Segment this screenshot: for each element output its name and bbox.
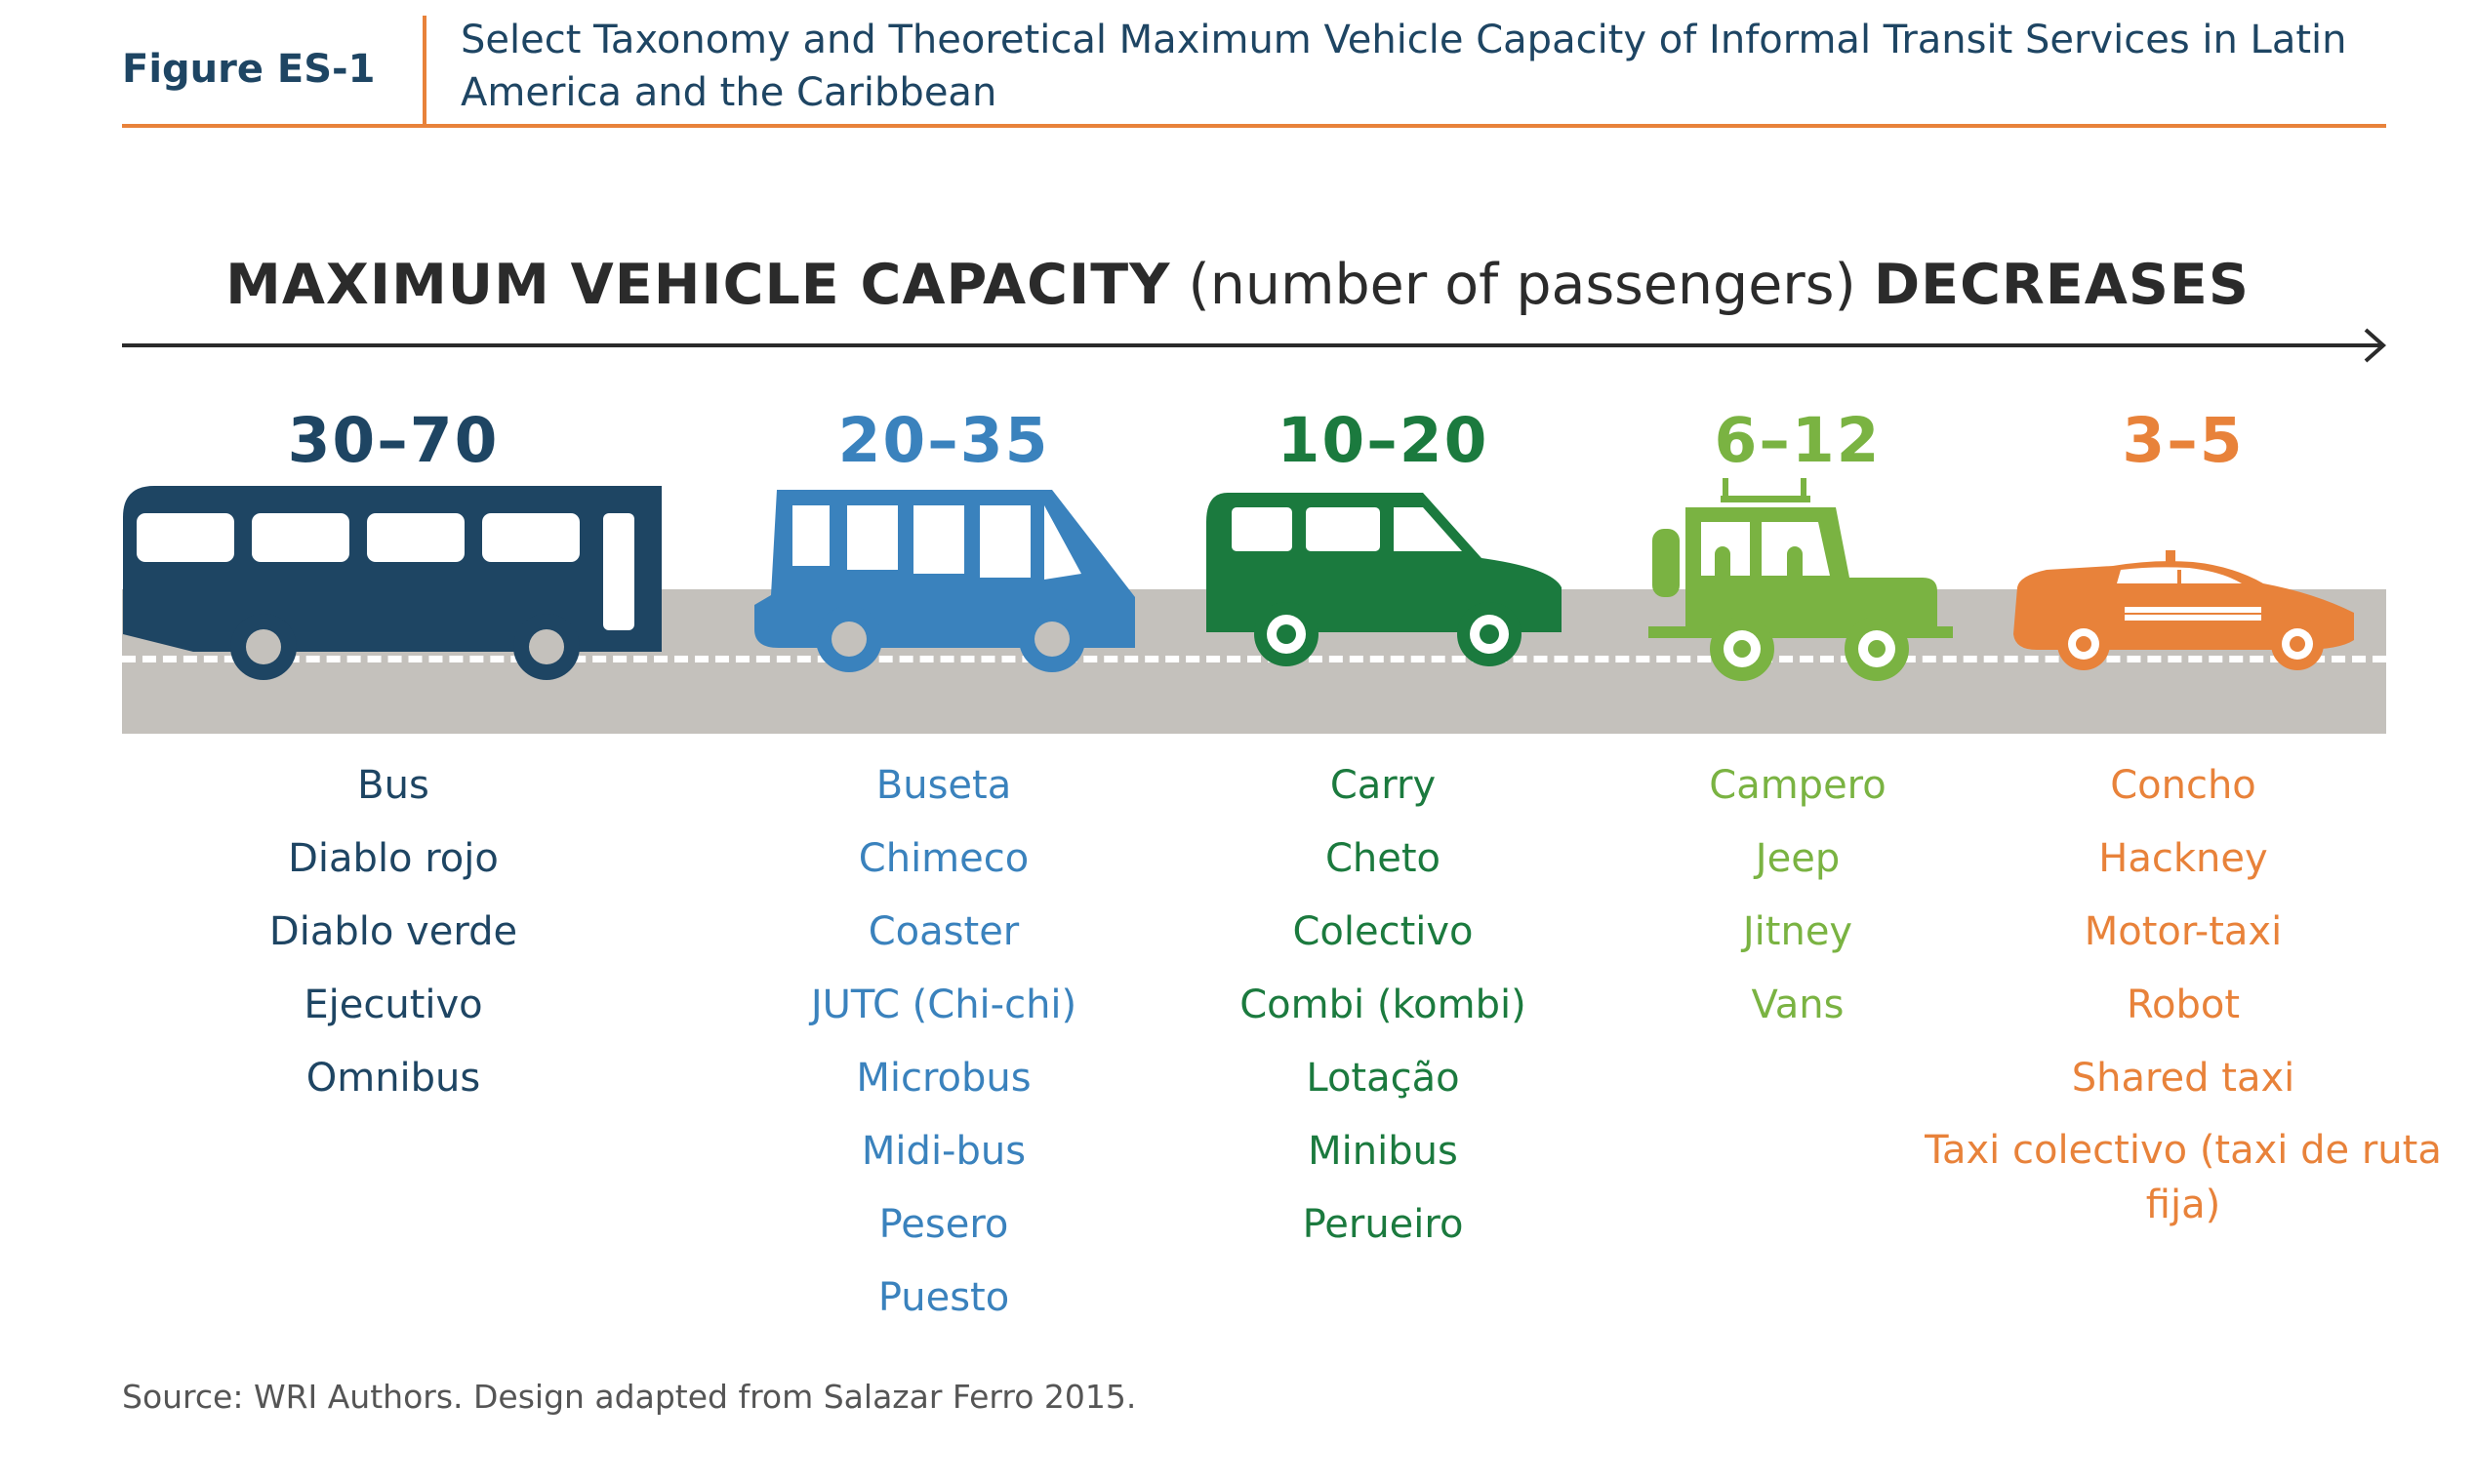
names-list-minibus: Buseta Chimeco Coaster JUTC (Chi-chi) Mi… <box>651 749 1237 1335</box>
list-item: Cheto <box>1324 836 1441 881</box>
minibus-icon <box>754 490 1135 672</box>
capacity-heading-trend: DECREASES <box>1873 253 2250 317</box>
list-item: Diablo verde <box>268 909 518 954</box>
list-item: Coaster <box>868 909 1020 954</box>
list-item: Jitney <box>1742 909 1853 954</box>
van-icon <box>1206 493 1562 666</box>
list-item: Puesto <box>877 1275 1010 1320</box>
list-item: Motor-taxi <box>2084 909 2283 954</box>
capacity-range-bus: 30–70 <box>287 405 500 476</box>
list-item: Bus <box>357 763 429 808</box>
bus-icon <box>123 486 662 680</box>
capacity-range-taxi: 3–5 <box>2122 405 2245 476</box>
list-item: Microbus <box>856 1056 1032 1101</box>
list-item: Robot <box>2126 983 2240 1027</box>
capacity-range-van: 10–20 <box>1277 405 1489 476</box>
list-item: Jeep <box>1755 836 1841 881</box>
list-item: Chimeco <box>858 836 1030 881</box>
capacity-heading-unit: (number of passengers) <box>1188 253 1856 317</box>
names-list-jeep: Campero Jeep Jitney Vans <box>1505 749 2090 1042</box>
list-item: Pesero <box>878 1202 1009 1247</box>
capacity-heading-main: MAXIMUM VEHICLE CAPACITY <box>225 253 1171 317</box>
capacity-heading: MAXIMUM VEHICLE CAPACITY (number of pass… <box>0 246 2475 324</box>
list-item: Lotação <box>1306 1056 1460 1101</box>
names-list-van: Carry Cheto Colectivo Combi (kombi) Lota… <box>1090 749 1676 1262</box>
list-item: Omnibus <box>305 1056 481 1101</box>
list-item: Perueiro <box>1302 1202 1464 1247</box>
figure-label: Figure ES-1 <box>122 47 376 92</box>
names-list-taxi: Concho Hackney Motor-taxi Robot Shared t… <box>1890 749 2475 1232</box>
list-item: Minibus <box>1308 1129 1458 1174</box>
list-item: Concho <box>2110 763 2256 808</box>
capacity-range-minibus: 20–35 <box>837 405 1050 476</box>
list-item: Campero <box>1709 763 1887 808</box>
list-item: Taxi colectivo (taxi de ruta fija) <box>1925 1128 2442 1227</box>
capacity-range-jeep: 6–12 <box>1714 405 1882 476</box>
figure-title: Select Taxonomy and Theoretical Maximum … <box>461 18 2347 115</box>
taxi-icon <box>2013 550 2354 670</box>
list-item: Shared taxi <box>2071 1056 2295 1101</box>
list-item: Ejecutivo <box>304 983 483 1027</box>
list-item: Combi (kombi) <box>1239 983 1526 1027</box>
list-item: Vans <box>1751 983 1845 1027</box>
list-item: Midi-bus <box>861 1129 1027 1174</box>
decrease-arrow <box>122 328 2387 363</box>
header-rule <box>122 124 2386 128</box>
header-divider <box>423 16 426 125</box>
list-item: Diablo rojo <box>288 836 499 881</box>
road-center-line <box>122 656 2386 662</box>
list-item: Colectivo <box>1292 909 1474 954</box>
jeep-icon <box>1648 478 1953 681</box>
names-list-bus: Bus Diablo rojo Diablo verde Ejecutivo O… <box>101 749 686 1115</box>
list-item: Buseta <box>875 763 1012 808</box>
list-item: JUTC (Chi-chi) <box>810 983 1077 1027</box>
list-item: Hackney <box>2098 836 2268 881</box>
source-note: Source: WRI Authors. Design adapted from… <box>122 1378 1137 1416</box>
list-item: Carry <box>1329 763 1437 808</box>
